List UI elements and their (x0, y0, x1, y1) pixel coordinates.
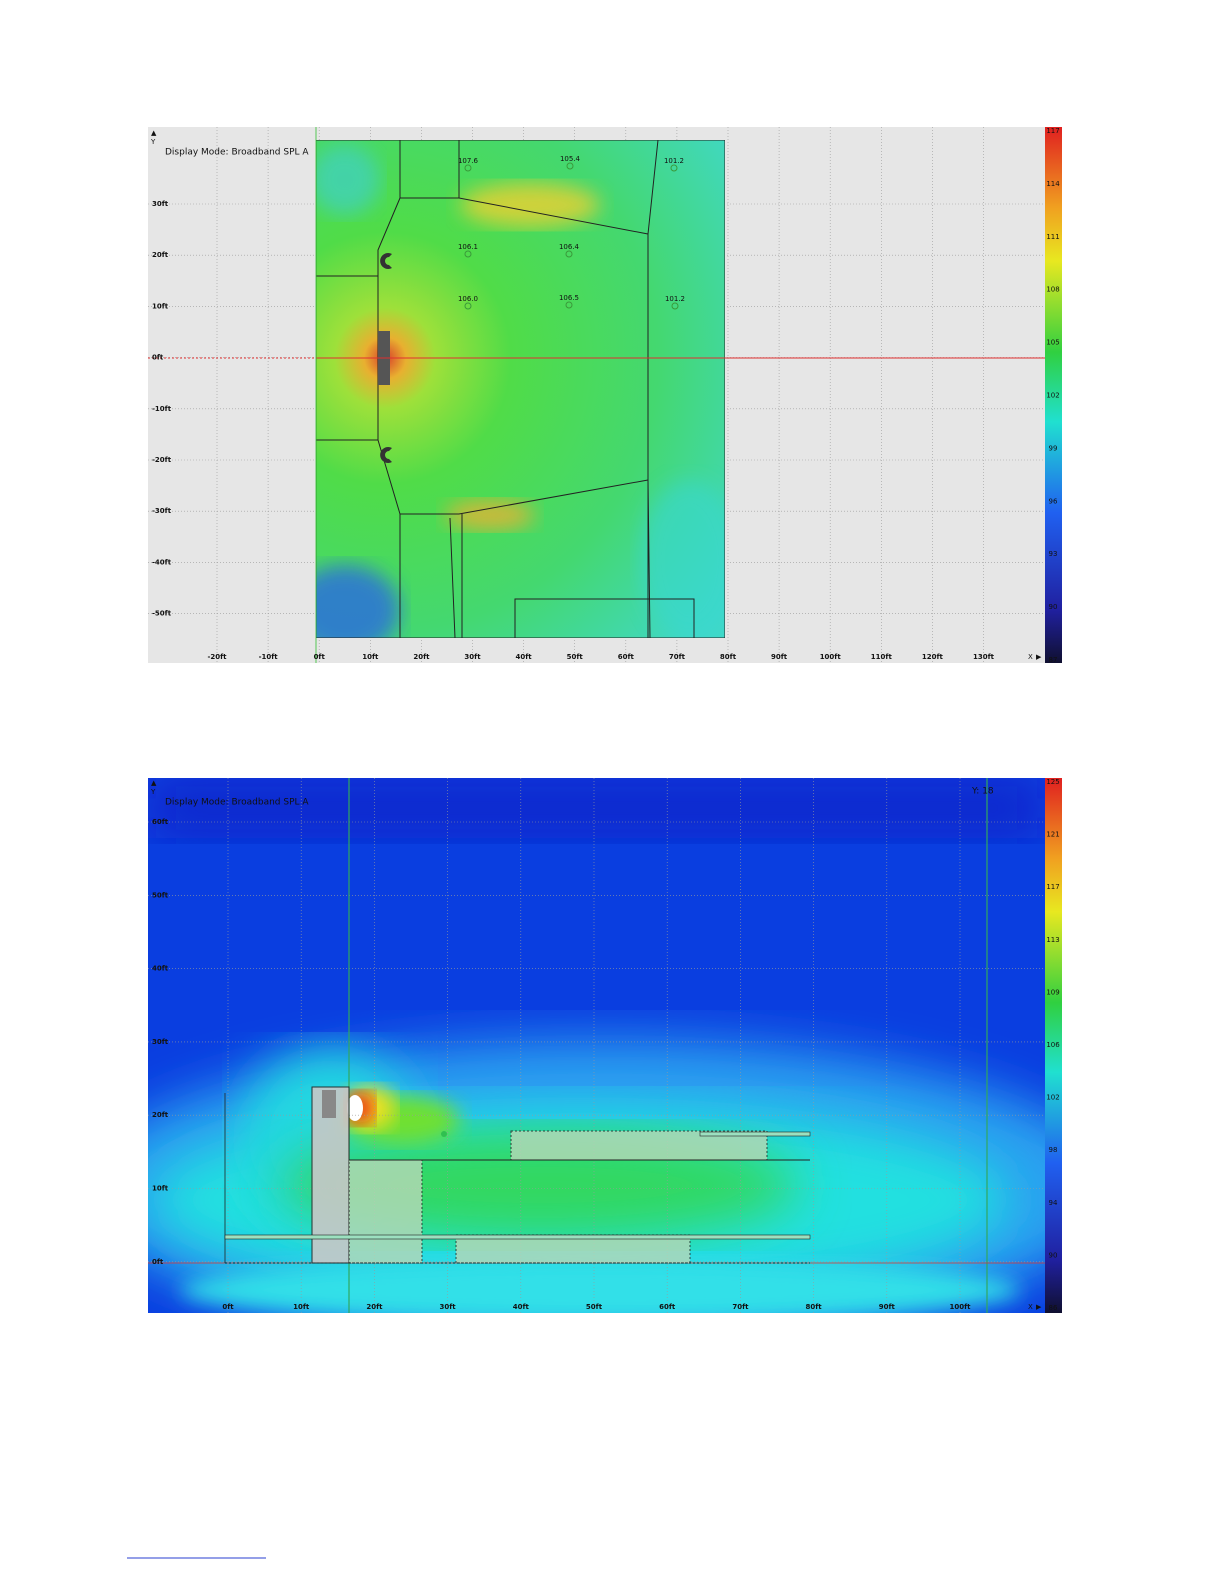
measurement-point (565, 301, 573, 309)
y-tick-label: -10ft (152, 405, 172, 413)
x-tick-label: 40ft (516, 653, 533, 661)
x-tick-label: 0ft (222, 1303, 234, 1311)
x-tick-label: 70ft (732, 1303, 749, 1311)
x-tick-label: 100ft (949, 1303, 971, 1311)
x-axis-label: X (1028, 653, 1033, 661)
y-tick-label: 10ft (152, 302, 169, 310)
colorbar-label: 125 (1046, 778, 1059, 786)
colorbar-label: 108 (1046, 286, 1059, 294)
x-axis-label: X (1028, 1303, 1033, 1311)
y-tick-label: 20ft (152, 1111, 169, 1119)
colorbar-label: 105 (1046, 339, 1059, 347)
x-tick-label: 40ft (513, 1303, 530, 1311)
colorbar-label: 102 (1046, 1094, 1059, 1102)
colorbar-label: 98 (1049, 1146, 1058, 1154)
colorbar-label: 90 (1049, 1251, 1058, 1259)
y-tick-label: -50ft (152, 610, 172, 618)
measurement-label: 106.5 (559, 294, 579, 302)
measurement-point (464, 164, 472, 172)
y-axis-label: Y (150, 138, 156, 146)
display-mode: Display Mode: Broadband SPL A (165, 798, 309, 808)
measurement-label: 106.4 (559, 243, 580, 251)
measurement-label: 105.4 (560, 155, 581, 163)
y-tick-label: 60ft (152, 818, 169, 826)
svg-text:▶: ▶ (1036, 1303, 1042, 1311)
colorbar-label: 102 (1046, 392, 1059, 400)
x-tick-label: 70ft (669, 653, 686, 661)
x-tick-label: 90ft (771, 653, 788, 661)
measurement-point (670, 164, 678, 172)
colorbar-label: 109 (1046, 988, 1059, 996)
plot-2: Display Mode: Broadband SPL A Y: 18 Y ▲ … (148, 778, 1062, 1313)
measurement-label: 106.1 (458, 243, 478, 251)
y-tick-label: 0ft (152, 354, 164, 362)
x-tick-label: 10ft (293, 1303, 310, 1311)
plot-1: Display Mode: Broadband SPL A Y ▲ X ▶ (148, 127, 1062, 663)
x-tick-label: 10ft (362, 653, 379, 661)
y-tick-label: 0ft (152, 1258, 164, 1266)
y-tick-label: 30ft (152, 1038, 169, 1046)
y-tick-label: 20ft (152, 251, 169, 259)
x-tick-label: 90ft (879, 1303, 896, 1311)
x-tick-label: -20ft (207, 653, 227, 661)
view-label: Y: 18 (971, 787, 994, 797)
x-tick-label: 120ft (922, 653, 944, 661)
colorbar-label: 121 (1046, 831, 1059, 839)
y-axis-label: Y (150, 788, 156, 796)
measurement-point (566, 162, 574, 170)
x-tick-label: 80ft (806, 1303, 823, 1311)
y-tick-label: -30ft (152, 507, 172, 515)
x-tick-label: 20ft (413, 653, 430, 661)
colorbar-label: 99 (1049, 444, 1058, 452)
measurement-label: 107.6 (458, 157, 479, 165)
x-tick-label: 50ft (586, 1303, 603, 1311)
colorbar-label: 86 (1049, 1304, 1058, 1312)
colorbar-label: 93 (1049, 550, 1058, 558)
svg-text:▲: ▲ (151, 779, 157, 787)
colorbar (1045, 778, 1062, 1313)
x-tick-label: 60ft (659, 1303, 676, 1311)
colorbar-label: 111 (1046, 233, 1059, 241)
y-tick-label: -40ft (152, 558, 172, 566)
y-tick-label: 10ft (152, 1185, 169, 1193)
measurement-point (671, 302, 679, 310)
colorbar-label: 117 (1046, 127, 1059, 135)
colorbar (1045, 127, 1062, 663)
heatmap (316, 140, 725, 638)
measurement-point (464, 302, 472, 310)
x-tick-label: 100ft (820, 653, 842, 661)
x-tick-label: 50ft (567, 653, 584, 661)
colorbar-label: 90 (1049, 603, 1058, 611)
colorbar-label: 113 (1046, 936, 1059, 944)
colorbar-label: 114 (1046, 180, 1060, 188)
colorbar-label: 94 (1049, 1199, 1058, 1207)
display-mode: Display Mode: Broadband SPL A (165, 148, 309, 158)
x-tick-label: 0ft (314, 653, 326, 661)
colorbar-label: 106 (1046, 1041, 1060, 1049)
x-tick-label: 20ft (366, 1303, 383, 1311)
x-tick-label: 80ft (720, 653, 737, 661)
y-tick-label: 40ft (152, 965, 169, 973)
x-tick-label: 130ft (973, 653, 995, 661)
svg-text:▲: ▲ (151, 129, 157, 137)
x-tick-label: -10ft (259, 653, 279, 661)
measurement-label: 101.2 (664, 157, 684, 165)
y-tick-label: -20ft (152, 456, 172, 464)
measurement-label: 106.0 (458, 295, 478, 303)
x-tick-label: 30ft (440, 1303, 457, 1311)
measurement-point (464, 250, 472, 258)
svg-text:▶: ▶ (1036, 653, 1042, 661)
y-tick-label: 50ft (152, 891, 169, 899)
x-tick-label: 30ft (464, 653, 481, 661)
measurement-point (565, 250, 573, 258)
colorbar-label: 96 (1049, 497, 1058, 505)
x-tick-label: 110ft (871, 653, 893, 661)
x-tick-label: 60ft (618, 653, 635, 661)
colorbar-label: 117 (1046, 883, 1059, 891)
y-tick-label: 30ft (152, 200, 169, 208)
measurement-label: 101.2 (665, 295, 685, 303)
colorbar-label: 87 (1049, 656, 1058, 664)
